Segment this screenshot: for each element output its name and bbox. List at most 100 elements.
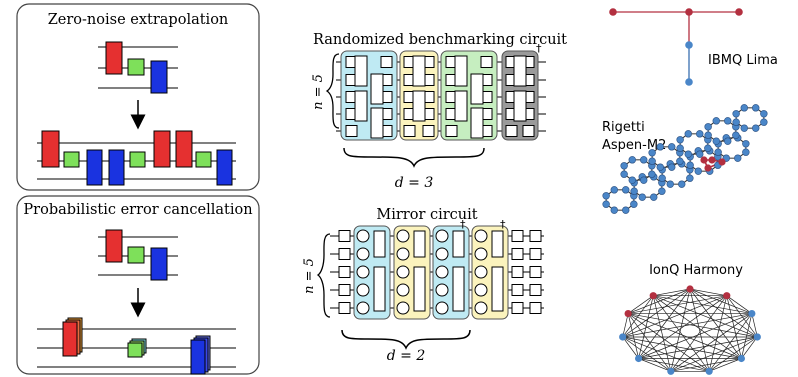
single-qubit-gate — [338, 248, 351, 260]
single-qubit-gate — [511, 302, 524, 314]
zne-small-circuit — [98, 41, 178, 94]
qubit-node-selected — [718, 158, 726, 166]
qubit-node — [678, 180, 686, 188]
qubit-node — [656, 163, 664, 171]
single-qubit-gate — [511, 266, 524, 278]
rigetti-graph — [602, 104, 768, 214]
single-qubit-gate — [529, 302, 542, 314]
qubit-node — [740, 104, 748, 112]
rigetti-label-line2: Aspen-M2 — [602, 138, 666, 153]
single-qubit-gate — [445, 125, 458, 137]
two-qubit-gate — [454, 90, 468, 122]
mirror-n-label: n = 5 — [302, 258, 317, 294]
rb-d-label: d = 3 — [395, 175, 434, 191]
qubit-node — [648, 170, 656, 178]
mirror-n-brace — [316, 233, 331, 318]
qubit-node-selected — [700, 156, 708, 164]
two-qubit-gate — [370, 73, 384, 105]
single-qubit-gate — [422, 125, 435, 137]
pauli-gate — [396, 247, 410, 261]
qubit-node — [734, 154, 742, 162]
rb-circuit: Randomized benchmarking circuit n = 5 † … — [311, 32, 567, 191]
qubit-node — [668, 143, 676, 151]
two-qubit-gate — [373, 230, 386, 258]
two-qubit-gate — [413, 230, 426, 258]
pauli-gate — [435, 283, 449, 297]
two-qubit-gate — [373, 266, 386, 312]
qubit-node — [696, 150, 704, 158]
qubit-node — [723, 292, 731, 300]
pauli-gate — [356, 283, 370, 297]
rb-title: Randomized benchmarking circuit — [313, 32, 567, 48]
single-qubit-gate — [380, 56, 393, 68]
qubit-node — [649, 292, 657, 300]
qubit-node — [624, 309, 632, 318]
pauli-gate — [396, 265, 410, 279]
qubit-node — [666, 180, 674, 188]
single-qubit-gate — [338, 284, 351, 296]
single-qubit-gate — [511, 284, 524, 296]
qubit-node — [752, 124, 760, 132]
ibmq-label: IBMQ Lima — [708, 53, 778, 68]
qubit-node — [724, 137, 732, 145]
rb-d-brace — [343, 147, 485, 168]
qubit-node — [620, 162, 628, 170]
qubit-node — [628, 156, 636, 164]
qubit-node — [748, 309, 756, 318]
two-qubit-gate — [413, 266, 426, 312]
two-qubit-gate — [454, 55, 468, 87]
qubit-node — [622, 206, 630, 214]
two-qubit-gate — [412, 90, 426, 122]
qubit-node — [685, 41, 693, 49]
qubit-node — [705, 367, 713, 375]
mirror-dagger-2: † — [500, 218, 506, 231]
qubit-node — [619, 333, 627, 341]
qubit-node — [694, 167, 702, 175]
qubit-node — [696, 130, 704, 138]
qubit-node — [760, 110, 768, 118]
qubit-node — [686, 174, 694, 182]
rb-layers — [336, 50, 546, 141]
two-qubit-gate — [354, 90, 368, 122]
pauli-gate — [435, 265, 449, 279]
two-qubit-gate — [452, 230, 465, 258]
pauli-gate — [396, 229, 410, 243]
qubit-node — [676, 157, 684, 165]
qubit-node — [620, 170, 628, 178]
qubit-node — [676, 136, 684, 144]
qubit-node — [686, 161, 694, 169]
mirror-d-label: d = 2 — [387, 348, 426, 364]
single-qubit-gate — [338, 302, 351, 314]
pauli-gate — [356, 229, 370, 243]
qubit-node — [610, 206, 618, 214]
qubit-node — [752, 104, 760, 112]
single-qubit-gate — [403, 125, 416, 137]
single-qubit-gate — [511, 230, 524, 242]
qubit-node — [704, 144, 712, 152]
qubit-node — [732, 110, 740, 118]
qubit-node — [760, 118, 768, 126]
pauli-gate — [435, 247, 449, 261]
pauli-gate — [474, 265, 488, 279]
qubit-node — [656, 143, 664, 151]
pauli-gate — [356, 265, 370, 279]
qubit-node — [684, 130, 692, 138]
qubit-node — [704, 123, 712, 131]
qubit-node — [648, 149, 656, 157]
rigetti-topology: Rigetti Aspen-M2 — [602, 104, 768, 214]
single-qubit-gate — [338, 266, 351, 278]
pauli-gate — [474, 301, 488, 315]
qubit-node — [685, 78, 693, 86]
qubit-node — [602, 192, 610, 200]
pec-title: Probabilistic error cancellation — [23, 202, 252, 218]
qubit-node — [742, 140, 750, 148]
pauli-gate — [474, 247, 488, 261]
qubit-node — [630, 187, 638, 195]
gate-green — [127, 58, 145, 76]
qubit-node — [635, 354, 643, 363]
two-qubit-gate — [412, 55, 426, 87]
single-qubit-gate — [529, 266, 542, 278]
qubit-node — [610, 186, 618, 194]
qubit-node — [686, 285, 694, 293]
qubit-node-selected — [708, 156, 716, 164]
